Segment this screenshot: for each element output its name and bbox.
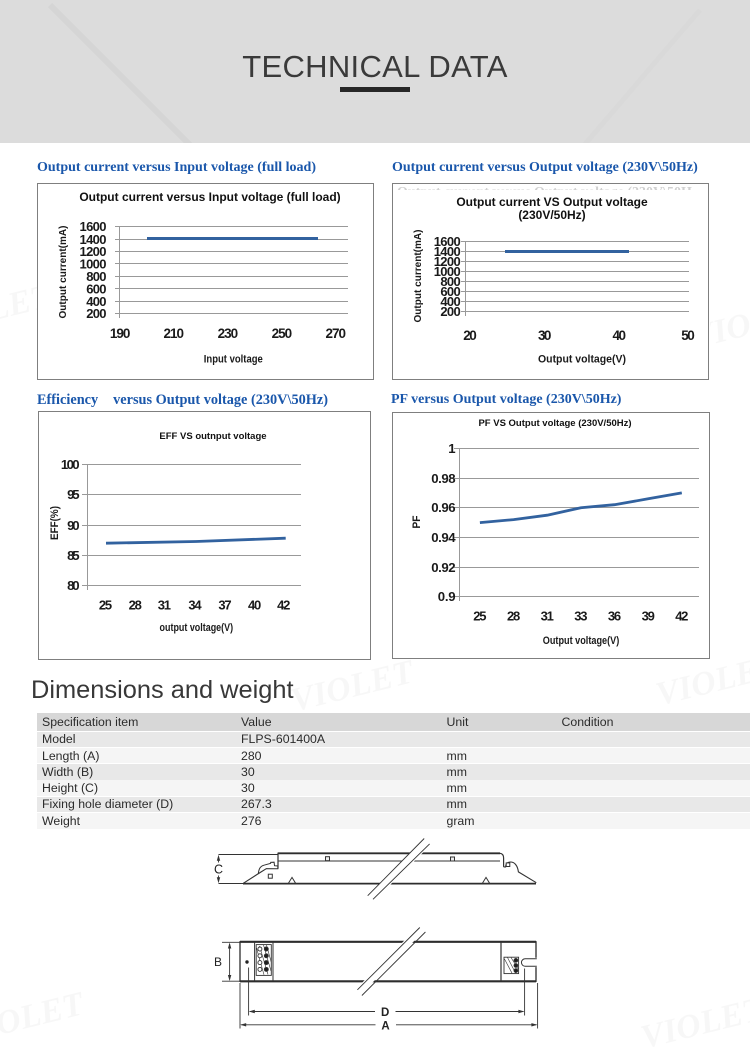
svg-text:0.94: 0.94: [431, 530, 456, 545]
svg-text:Output voltage(V): Output voltage(V): [543, 635, 620, 647]
svg-text:42: 42: [277, 598, 290, 613]
svg-text:20: 20: [463, 328, 477, 343]
svg-text:36: 36: [608, 609, 621, 624]
svg-text:100: 100: [61, 457, 80, 472]
svg-text:80: 80: [67, 578, 80, 593]
svg-text:800: 800: [440, 274, 460, 289]
svg-text:31: 31: [158, 598, 171, 613]
svg-text:34: 34: [188, 598, 202, 613]
svg-text:40: 40: [613, 328, 627, 343]
svg-text:1400: 1400: [80, 232, 107, 247]
svg-text:1000: 1000: [80, 257, 107, 272]
svg-text:40: 40: [248, 598, 261, 613]
svg-text:1400: 1400: [434, 244, 461, 259]
svg-text:1200: 1200: [434, 254, 461, 269]
svg-text:B: B: [214, 955, 222, 969]
svg-text:90: 90: [67, 518, 80, 533]
svg-text:400: 400: [86, 294, 106, 309]
svg-text:600: 600: [440, 284, 460, 299]
svg-text:85: 85: [67, 548, 80, 563]
svg-text:EFF(%): EFF(%): [49, 506, 61, 540]
svg-text:Output voltage(V): Output voltage(V): [538, 354, 626, 366]
svg-text:Output current VS Output volta: Output current VS Output voltage: [456, 195, 648, 209]
svg-text:31: 31: [541, 609, 554, 624]
svg-text:400: 400: [440, 294, 460, 309]
svg-text:1600: 1600: [434, 234, 461, 249]
svg-text:33: 33: [574, 609, 587, 624]
svg-text:0.9: 0.9: [438, 589, 456, 604]
svg-text:42: 42: [675, 609, 688, 624]
svg-text:39: 39: [642, 609, 655, 624]
svg-text:200: 200: [440, 304, 460, 319]
svg-text:C: C: [214, 863, 223, 877]
svg-text:250: 250: [272, 326, 293, 341]
svg-text:30: 30: [538, 328, 552, 343]
svg-text:EFF VS outnput voltage: EFF VS outnput voltage: [159, 431, 266, 442]
svg-text:95: 95: [67, 487, 80, 502]
svg-text:600: 600: [86, 282, 106, 297]
svg-text:output voltage(V): output voltage(V): [160, 622, 234, 634]
svg-text:28: 28: [129, 598, 142, 613]
svg-text:25: 25: [473, 609, 486, 624]
svg-text:270: 270: [326, 326, 347, 341]
svg-text:210: 210: [164, 326, 185, 341]
svg-text:50: 50: [681, 328, 695, 343]
svg-text:1600: 1600: [80, 219, 107, 234]
svg-text:(230V/50Hz): (230V/50Hz): [518, 208, 585, 222]
svg-text:0.98: 0.98: [431, 471, 455, 486]
svg-text:200: 200: [86, 306, 106, 321]
svg-text:800: 800: [86, 269, 106, 284]
svg-text:28: 28: [507, 609, 520, 624]
svg-text:1200: 1200: [80, 244, 107, 259]
svg-text:Output current versus Input vo: Output current versus Input voltage (ful…: [79, 190, 340, 204]
svg-text:190: 190: [110, 326, 131, 341]
svg-text:1: 1: [448, 441, 455, 456]
svg-text:A: A: [381, 1020, 389, 1032]
svg-text:0.92: 0.92: [431, 560, 455, 575]
svg-text:25: 25: [99, 598, 112, 613]
svg-text:1000: 1000: [434, 264, 461, 279]
svg-text:PF VS Output voltage (230V/50H: PF VS Output voltage (230V/50Hz): [478, 418, 631, 429]
svg-text:Output current(mA): Output current(mA): [412, 230, 424, 323]
svg-text:230: 230: [218, 326, 239, 341]
svg-text:Input voltage: Input voltage: [204, 354, 263, 366]
svg-text:Output current(mA): Output current(mA): [57, 226, 69, 319]
svg-text:PF: PF: [411, 515, 423, 528]
svg-text:D: D: [381, 1007, 389, 1019]
svg-text:0.96: 0.96: [431, 500, 455, 515]
svg-text:37: 37: [218, 598, 231, 613]
